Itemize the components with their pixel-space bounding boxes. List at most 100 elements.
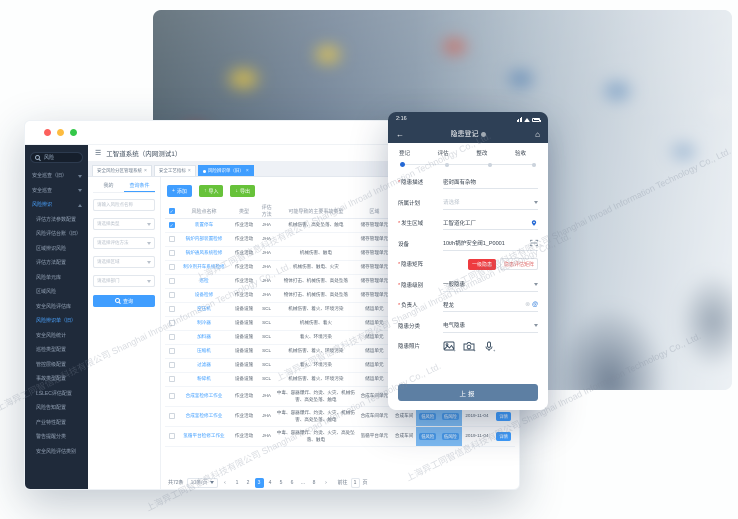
filter-tab[interactable]: 查询条件 <box>124 180 155 192</box>
sidebar-search-input[interactable]: 风险 <box>30 152 83 163</box>
sidebar-item[interactable]: 风险辨识单（旧） <box>25 314 88 329</box>
qr-scan-icon[interactable] <box>530 239 538 247</box>
sidebar-item[interactable]: 巡检类型配置 <box>25 343 88 358</box>
risk-point-link[interactable]: 巡检 <box>199 278 209 284</box>
risk-point-link[interactable]: 设备检修 <box>194 292 214 298</box>
open-tab[interactable]: 安全风险分区管理系统 × <box>92 165 152 176</box>
sidebar-item[interactable]: 产业特性配置 <box>25 416 88 431</box>
close-window-dot[interactable] <box>44 129 51 136</box>
sidebar-item[interactable]: 安全巡查（旧） <box>25 169 88 184</box>
field-select-control[interactable]: 电气隐患 <box>443 319 538 333</box>
row-checkbox[interactable] <box>168 413 175 420</box>
filter-text-input[interactable]: 请输入风险点名称 <box>93 199 155 211</box>
filter-select[interactable]: 请选择区域 <box>93 256 155 268</box>
page-size-select[interactable]: 10条/页 <box>186 477 218 488</box>
risk-point-link[interactable]: 锅炉通风系统检修 <box>185 250 223 256</box>
page-number-button[interactable]: 5 <box>279 479 283 486</box>
filter-select[interactable]: 请选择部门 <box>93 275 155 287</box>
hamburger-icon[interactable]: ☰ <box>95 150 102 157</box>
row-checkbox[interactable] <box>168 376 175 383</box>
risk-point-link[interactable]: 合成釜检修工作业 <box>185 393 223 399</box>
row-checkbox[interactable] <box>168 292 175 299</box>
close-tab-icon[interactable]: × <box>245 168 249 174</box>
field-text-control[interactable]: 密封面有杂物 <box>443 175 538 190</box>
home-icon[interactable]: ⌂ <box>535 129 540 139</box>
row-checkbox[interactable] <box>168 250 175 257</box>
row-checkbox[interactable] <box>168 306 175 313</box>
query-button[interactable]: 查询 <box>93 295 155 307</box>
sidebar-item[interactable]: 评估方法参数配置 <box>25 213 88 228</box>
export-button[interactable]: ↓ 导出 <box>230 185 255 197</box>
gallery-icon[interactable]: + <box>443 341 456 352</box>
field-select-control[interactable]: 请选择 <box>443 196 538 210</box>
sidebar-item[interactable]: 区域辨识风险 <box>25 242 88 257</box>
camera-icon[interactable]: + <box>463 341 476 352</box>
row-checkbox[interactable] <box>168 393 175 400</box>
sidebar-item[interactable]: 区域风险 <box>25 285 88 300</box>
field-photos-control[interactable]: + + + <box>443 339 538 353</box>
submit-button[interactable]: 上报 <box>398 384 538 401</box>
row-checkbox[interactable] <box>168 334 175 341</box>
page-number-button[interactable]: 1 <box>235 479 239 486</box>
clear-icon[interactable]: ⊗ <box>525 302 531 309</box>
field-scan-control[interactable]: 10t/h锅炉安全阀1_P0001 <box>443 237 538 251</box>
risk-point-link[interactable]: 氢循平台检修工作业 <box>183 433 225 439</box>
risk-point-link[interactable]: 制冷器 <box>197 320 211 326</box>
next-page-button[interactable]: › <box>325 479 327 486</box>
risk-point-link[interactable]: 压缩机 <box>197 348 211 354</box>
location-pin-icon[interactable] <box>530 219 538 227</box>
prev-page-button[interactable]: ‹ <box>224 479 226 486</box>
sidebar-item[interactable]: 安全风险统计 <box>25 329 88 344</box>
risk-point-link[interactable]: 合成釜检修工作业 <box>185 413 223 419</box>
sidebar-item[interactable]: 安全巡查 <box>25 184 88 199</box>
risk-point-link[interactable]: 过滤器 <box>197 362 211 368</box>
row-checkbox[interactable] <box>168 433 175 440</box>
microphone-icon[interactable]: + <box>483 341 496 352</box>
page-number-button[interactable]: 4 <box>268 479 272 486</box>
back-arrow-icon[interactable]: ← <box>396 129 404 139</box>
sidebar-item[interactable]: 风险辨识 <box>25 198 88 213</box>
filter-select[interactable]: 请选择类型 <box>93 218 155 230</box>
sidebar-item[interactable]: 事故类型配置 <box>25 372 88 387</box>
goto-page-input[interactable]: 1 <box>350 477 360 488</box>
sidebar-item[interactable]: 安全风险评估库 <box>25 300 88 315</box>
row-checkbox[interactable]: ✓ <box>168 222 175 229</box>
row-checkbox[interactable] <box>168 348 175 355</box>
sidebar-item[interactable]: 警告提醒分类 <box>25 430 88 445</box>
matrix-evaluate-button[interactable]: 隐患评估矩阵 <box>499 258 538 271</box>
minimize-window-dot[interactable] <box>57 129 64 136</box>
field-person-control[interactable]: 程龙 ⊗ @ <box>443 298 538 313</box>
sidebar-item[interactable]: 风险评估台账（旧） <box>25 227 88 242</box>
sidebar-item[interactable]: 风险单元库 <box>25 271 88 286</box>
risk-point-link[interactable]: 装置停车 <box>194 222 214 228</box>
close-tab-icon[interactable]: × <box>187 168 191 174</box>
page-number-button[interactable]: 6 <box>290 479 294 486</box>
filter-select[interactable]: 请选择评估方法 <box>93 237 155 249</box>
plus-button[interactable]: + 添加 <box>167 185 192 197</box>
risk-point-link[interactable]: 空压机 <box>197 306 211 312</box>
risk-point-link[interactable]: 粉碎机 <box>197 376 211 382</box>
detail-button[interactable]: 详情 <box>496 432 511 441</box>
row-checkbox[interactable] <box>168 236 175 243</box>
sidebar-item[interactable]: LSLEC评估配置 <box>25 387 88 402</box>
open-tab[interactable]: 风险辨识单（旧） × <box>197 165 254 176</box>
page-number-button[interactable]: 2 <box>246 479 250 486</box>
field-select-control[interactable]: 一般隐患 <box>443 278 538 292</box>
danger-level-button[interactable]: 一级隐患 <box>467 258 496 270</box>
sidebar-item[interactable]: 管控层级配置 <box>25 358 88 373</box>
risk-point-link[interactable]: 制冷剂开车系统检修 <box>183 264 225 270</box>
row-checkbox[interactable] <box>168 362 175 369</box>
page-number-button[interactable]: 8 <box>312 479 316 486</box>
import-button[interactable]: ↑ 导入 <box>198 185 224 197</box>
contact-picker-icon[interactable]: @ <box>532 301 538 308</box>
open-tab[interactable]: 安全工艺指标 × <box>153 165 196 176</box>
sidebar-item[interactable]: 评估方法配置 <box>25 256 88 271</box>
risk-point-link[interactable]: 锅炉内部装置检修 <box>185 236 223 242</box>
risk-point-link[interactable]: 加料器 <box>197 334 211 340</box>
maximize-window-dot[interactable] <box>70 129 77 136</box>
close-tab-icon[interactable]: × <box>144 168 147 174</box>
field-location-control[interactable]: 工智道化工厂 <box>443 216 538 231</box>
field-matrix-control[interactable]: 一级隐患 隐患评估矩阵 <box>443 257 538 271</box>
select-all-checkbox[interactable]: ✓ <box>168 207 175 214</box>
filter-tab[interactable]: 我的 <box>103 183 114 189</box>
